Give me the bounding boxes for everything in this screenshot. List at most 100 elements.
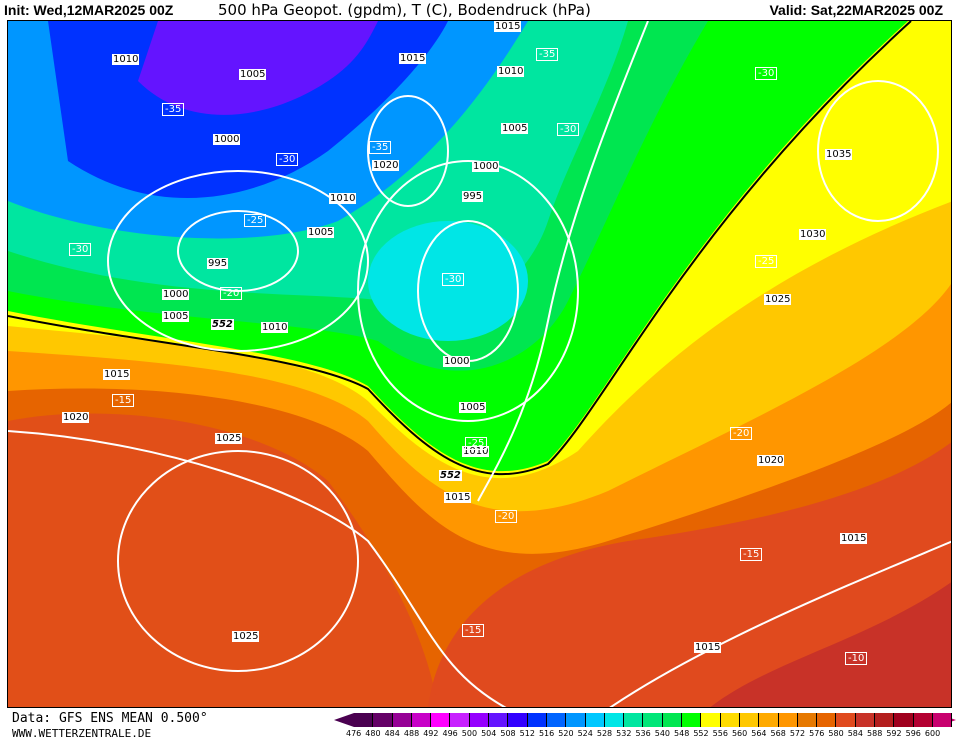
geopotential-label: 552 — [439, 470, 462, 481]
legend-swatch — [778, 713, 798, 727]
weather-map: 1015 1010 1015 1010 1005 1005 1000 1000 1035 995 1… — [7, 20, 952, 708]
legend-swatch — [662, 713, 683, 727]
legend-label: 580 — [828, 729, 844, 738]
temperature-label: -25 — [755, 255, 778, 268]
legend-label: 508 — [500, 729, 516, 738]
legend-label: 500 — [461, 729, 478, 738]
legend-label: 552 — [693, 729, 709, 738]
legend-swatch — [855, 713, 876, 727]
field-580 — [428, 442, 951, 707]
isobar-label: 1005 — [459, 402, 487, 413]
temperature-label: -20 — [220, 287, 243, 300]
legend-label: 488 — [403, 729, 420, 738]
legend-swatch — [624, 713, 644, 727]
legend-label: 560 — [731, 729, 748, 738]
isobar-label: 1000 — [162, 289, 190, 300]
isobar-label: 1035 — [825, 149, 853, 160]
legend-boxes — [354, 713, 953, 727]
isobar-label: 1015 — [399, 53, 427, 64]
legend-label: 476 — [346, 729, 362, 738]
legend-swatch — [932, 713, 953, 727]
isobar-label: 1015 — [840, 533, 868, 544]
legend-swatch — [894, 713, 914, 727]
legend-label: 568 — [770, 729, 786, 738]
map-title: 500 hPa Geopot. (gpdm), T (C), Bodendruc… — [218, 1, 591, 19]
legend-label: 600 — [924, 729, 941, 738]
legend-swatch — [508, 713, 528, 727]
legend-swatch — [682, 713, 702, 727]
legend-label: 528 — [596, 729, 613, 738]
field-west — [8, 413, 438, 707]
isobar-label: 1010 — [462, 446, 490, 457]
isobar-label: 1030 — [799, 229, 827, 240]
legend-swatch — [566, 713, 586, 727]
isobar-label: 1000 — [443, 356, 471, 367]
field-524 — [368, 221, 528, 341]
temperature-label: -30 — [69, 243, 92, 256]
legend-swatch — [759, 713, 779, 727]
legend-label: 556 — [712, 729, 728, 738]
legend-swatch — [604, 713, 625, 727]
legend-swatch — [720, 713, 740, 727]
legend-label: 596 — [905, 729, 921, 738]
legend-label: 576 — [809, 729, 825, 738]
legend-swatch — [739, 713, 760, 727]
field-500 — [138, 21, 378, 115]
temperature-label: -30 — [442, 273, 465, 286]
legend-swatch — [836, 713, 856, 727]
isobar-label: 1010 — [112, 54, 140, 65]
isobar-label: 1010 — [497, 66, 525, 77]
temperature-label: -10 — [845, 652, 868, 665]
legend-label: 540 — [654, 729, 671, 738]
legend-label: 480 — [365, 729, 381, 738]
temperature-label: -15 — [740, 548, 763, 561]
temperature-label: -25 — [465, 437, 488, 450]
isobar-label: 1025 — [232, 631, 260, 642]
field-584 — [710, 582, 951, 707]
temperature-label: -20 — [495, 510, 518, 523]
isobar-label: 1015 — [103, 369, 131, 380]
temperature-label: -35 — [369, 141, 392, 154]
temperature-label: -30 — [755, 67, 778, 80]
isobar-label: 1015 — [494, 21, 522, 32]
isobar-label: 1020 — [62, 412, 90, 423]
temperature-label: -35 — [536, 48, 559, 61]
legend-swatch — [469, 713, 490, 727]
isobars — [8, 21, 951, 707]
legend-label: 484 — [384, 729, 400, 738]
legend-label: 532 — [616, 729, 632, 738]
legend-swatch — [875, 713, 895, 727]
legend-label: 512 — [519, 729, 535, 738]
temperature-label: -30 — [557, 123, 580, 136]
legend-label: 524 — [577, 729, 593, 738]
isobar-label: 1005 — [501, 123, 529, 134]
site-url: WWW.WETTERZENTRALE.DE — [12, 727, 152, 740]
init-time: Init: Wed,12MAR2025 00Z — [4, 2, 174, 18]
legend-swatch — [411, 713, 432, 727]
isobar-label: 1005 — [307, 227, 335, 238]
legend-swatch — [354, 713, 374, 727]
legend-label: 492 — [423, 729, 439, 738]
temperature-label: -35 — [162, 103, 185, 116]
legend-swatch — [373, 713, 393, 727]
temperature-label: -15 — [462, 624, 485, 637]
geopotential-field — [8, 21, 951, 707]
legend-swatch — [701, 713, 721, 727]
legend-swatch — [527, 713, 547, 727]
isobar-label: 1015 — [444, 492, 472, 503]
isobar-label: 1000 — [213, 134, 241, 145]
isobar-label: 1015 — [694, 642, 722, 653]
temperature-label: -15 — [112, 394, 135, 407]
isobar-label: 995 — [462, 191, 484, 202]
isobar-label: 1020 — [757, 455, 785, 466]
isobar-label: 1010 — [261, 322, 289, 333]
temperature-label: -25 — [244, 214, 267, 227]
legend-swatch — [546, 713, 567, 727]
legend-label: 520 — [558, 729, 574, 738]
geopotential-label: 552 — [211, 319, 234, 330]
legend-swatch — [913, 713, 933, 727]
legend-swatch — [431, 713, 451, 727]
legend-swatch — [797, 713, 818, 727]
isobar-label: 1025 — [764, 294, 792, 305]
isobar-label: 1025 — [215, 433, 243, 444]
